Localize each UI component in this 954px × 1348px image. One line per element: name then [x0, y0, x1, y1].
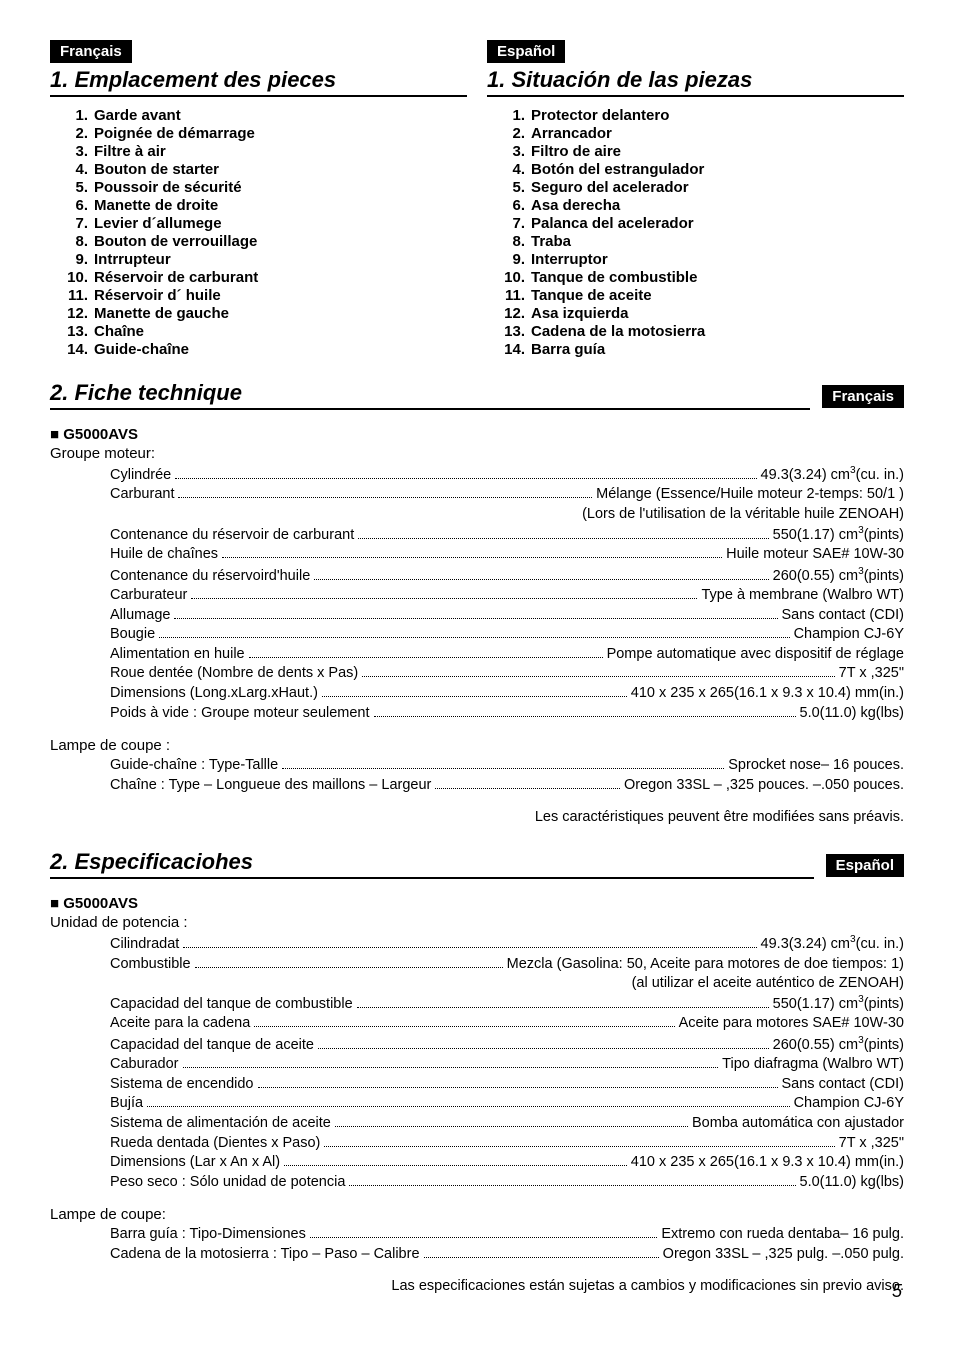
parts-item: 1.Garde avant	[60, 107, 467, 124]
sec2fr-title: 2. Fiche technique	[50, 380, 810, 410]
parts-list-fr: 1.Garde avant2.Poignée de démarrage3.Fil…	[60, 107, 467, 358]
lang-tag-es: Español	[487, 40, 565, 63]
spec-row: Rueda dentada (Dientes x Paso)7T x ,325"	[110, 1134, 904, 1154]
spec-row: Huile de chaînesHuile moteur SAE# 10W-30	[110, 545, 904, 565]
sec2fr-note: Les caractéristiques peuvent être modifi…	[50, 809, 904, 825]
lang-tag-fr-2: Français	[822, 385, 904, 408]
lang-tag-es-2: Español	[826, 854, 904, 877]
spec-row: Peso seco : Sólo unidad de potencia5.0(1…	[110, 1173, 904, 1193]
spec-list-fr-1: Cylindrée49.3(3.24) cm3(cu. in.)Carburan…	[110, 464, 904, 723]
sec2es-header: 2. Especificaciohes Español	[50, 845, 904, 889]
spec-row: Barra guía : Tipo-DimensionesExtremo con…	[110, 1225, 904, 1245]
parts-item: 4.Botón del estrangulador	[497, 161, 904, 178]
sec2es-model: G5000AVS	[50, 895, 904, 912]
spec-row: Dimensions (Lar x An x Al)410 x 235 x 26…	[110, 1153, 904, 1173]
sec2fr-model: G5000AVS	[50, 426, 904, 443]
spec-row: CarburateurType à membrane (Walbro WT)	[110, 586, 904, 606]
spec-row: Sistema de alimentación de aceiteBomba a…	[110, 1114, 904, 1134]
parts-item: 5.Seguro del acelerador	[497, 179, 904, 196]
spec-row: Guide-chaîne : Type-TallleSprocket nose–…	[110, 756, 904, 776]
spec-subline: (Lors de l'utilisation de la véritable h…	[110, 505, 904, 524]
parts-item: 8.Bouton de verrouillage	[60, 233, 467, 250]
spec-row: BujíaChampion CJ-6Y	[110, 1094, 904, 1114]
spec-row: CaburadorTipo diafragma (Walbro WT)	[110, 1055, 904, 1075]
parts-item: 14.Barra guía	[497, 341, 904, 358]
spec-row: AllumageSans contact (CDI)	[110, 606, 904, 626]
spec-row: Aceite para la cadenaAceite para motores…	[110, 1014, 904, 1034]
parts-item: 5.Poussoir de sécurité	[60, 179, 467, 196]
parts-item: 3.Filtro de aire	[497, 143, 904, 160]
spec-row: Poids à vide : Groupe moteur seulement5.…	[110, 704, 904, 724]
spec-row: Alimentation en huilePompe automatique a…	[110, 645, 904, 665]
sec2es-group: Unidad de potencia :	[50, 914, 904, 931]
spec-row: Cadena de la motosierra : Tipo – Paso – …	[110, 1245, 904, 1265]
parts-item: 9.Interruptor	[497, 251, 904, 268]
page-number: 5	[892, 1281, 902, 1302]
spec-row: Cylindrée49.3(3.24) cm3(cu. in.)	[110, 464, 904, 485]
sec2es-group2: Lampe de coupe:	[50, 1206, 904, 1223]
lang-tag-fr: Français	[50, 40, 132, 63]
sec1-title-es: 1. Situación de las piezas	[487, 67, 904, 97]
sec2fr-group: Groupe moteur:	[50, 445, 904, 462]
parts-item: 13.Cadena de la motosierra	[497, 323, 904, 340]
spec-row: CombustibleMezcla (Gasolina: 50, Aceite …	[110, 955, 904, 975]
parts-item: 7.Palanca del acelerador	[497, 215, 904, 232]
parts-item: 6.Asa derecha	[497, 197, 904, 214]
parts-item: 4.Bouton de starter	[60, 161, 467, 178]
sec2fr-group2: Lampe de coupe :	[50, 737, 904, 754]
spec-row: Chaîne : Type – Longueue des maillons – …	[110, 776, 904, 796]
sec2fr-header: 2. Fiche technique Français	[50, 376, 904, 420]
parts-item: 9.Intrrupteur	[60, 251, 467, 268]
parts-item: 11.Tanque de aceite	[497, 287, 904, 304]
spec-row: Cilindradat49.3(3.24) cm3(cu. in.)	[110, 933, 904, 954]
parts-item: 1.Protector delantero	[497, 107, 904, 124]
parts-item: 11.Réservoir d´ huile	[60, 287, 467, 304]
spec-row: Roue dentée (Nombre de dents x Pas)7T x …	[110, 664, 904, 684]
parts-item: 3.Filtre à air	[60, 143, 467, 160]
parts-item: 10.Réservoir de carburant	[60, 269, 467, 286]
spec-row: Contenance du réservoird'huile260(0.55) …	[110, 565, 904, 586]
parts-item: 2.Poignée de démarrage	[60, 125, 467, 142]
spec-list-fr-2: Guide-chaîne : Type-TallleSprocket nose–…	[110, 756, 904, 795]
parts-list-es: 1.Protector delantero2.Arrancador3.Filtr…	[497, 107, 904, 358]
spec-list-es-1: Cilindradat49.3(3.24) cm3(cu. in.)Combus…	[110, 933, 904, 1192]
col-fr: Français 1. Emplacement des pieces 1.Gar…	[50, 40, 467, 376]
parts-item: 12.Manette de gauche	[60, 305, 467, 322]
spec-row: Dimensions (Long.xLarg.xHaut.)410 x 235 …	[110, 684, 904, 704]
spec-row: CarburantMélange (Essence/Huile moteur 2…	[110, 485, 904, 505]
spec-row: Contenance du réservoir de carburant550(…	[110, 524, 904, 545]
spec-row: Sistema de encendidoSans contact (CDI)	[110, 1075, 904, 1095]
spec-subline: (al utilizar el aceite auténtico de ZENO…	[110, 974, 904, 993]
spec-row: Capacidad del tanque de aceite260(0.55) …	[110, 1034, 904, 1055]
parts-item: 7.Levier d´allumege	[60, 215, 467, 232]
parts-item: 2.Arrancador	[497, 125, 904, 142]
parts-item: 10.Tanque de combustible	[497, 269, 904, 286]
spec-row: BougieChampion CJ-6Y	[110, 625, 904, 645]
spec-row: Capacidad del tanque de combustible550(1…	[110, 993, 904, 1014]
sec2es-title: 2. Especificaciohes	[50, 849, 814, 879]
parts-item: 14.Guide-chaîne	[60, 341, 467, 358]
parts-item: 12.Asa izquierda	[497, 305, 904, 322]
parts-item: 8.Traba	[497, 233, 904, 250]
sec2es-note: Las especificaciones están sujetas a cam…	[50, 1278, 904, 1294]
spec-list-es-2: Barra guía : Tipo-DimensionesExtremo con…	[110, 1225, 904, 1264]
parts-item: 6.Manette de droite	[60, 197, 467, 214]
parts-item: 13.Chaîne	[60, 323, 467, 340]
col-es: Español 1. Situación de las piezas 1.Pro…	[487, 40, 904, 376]
sec1-title-fr: 1. Emplacement des pieces	[50, 67, 467, 97]
